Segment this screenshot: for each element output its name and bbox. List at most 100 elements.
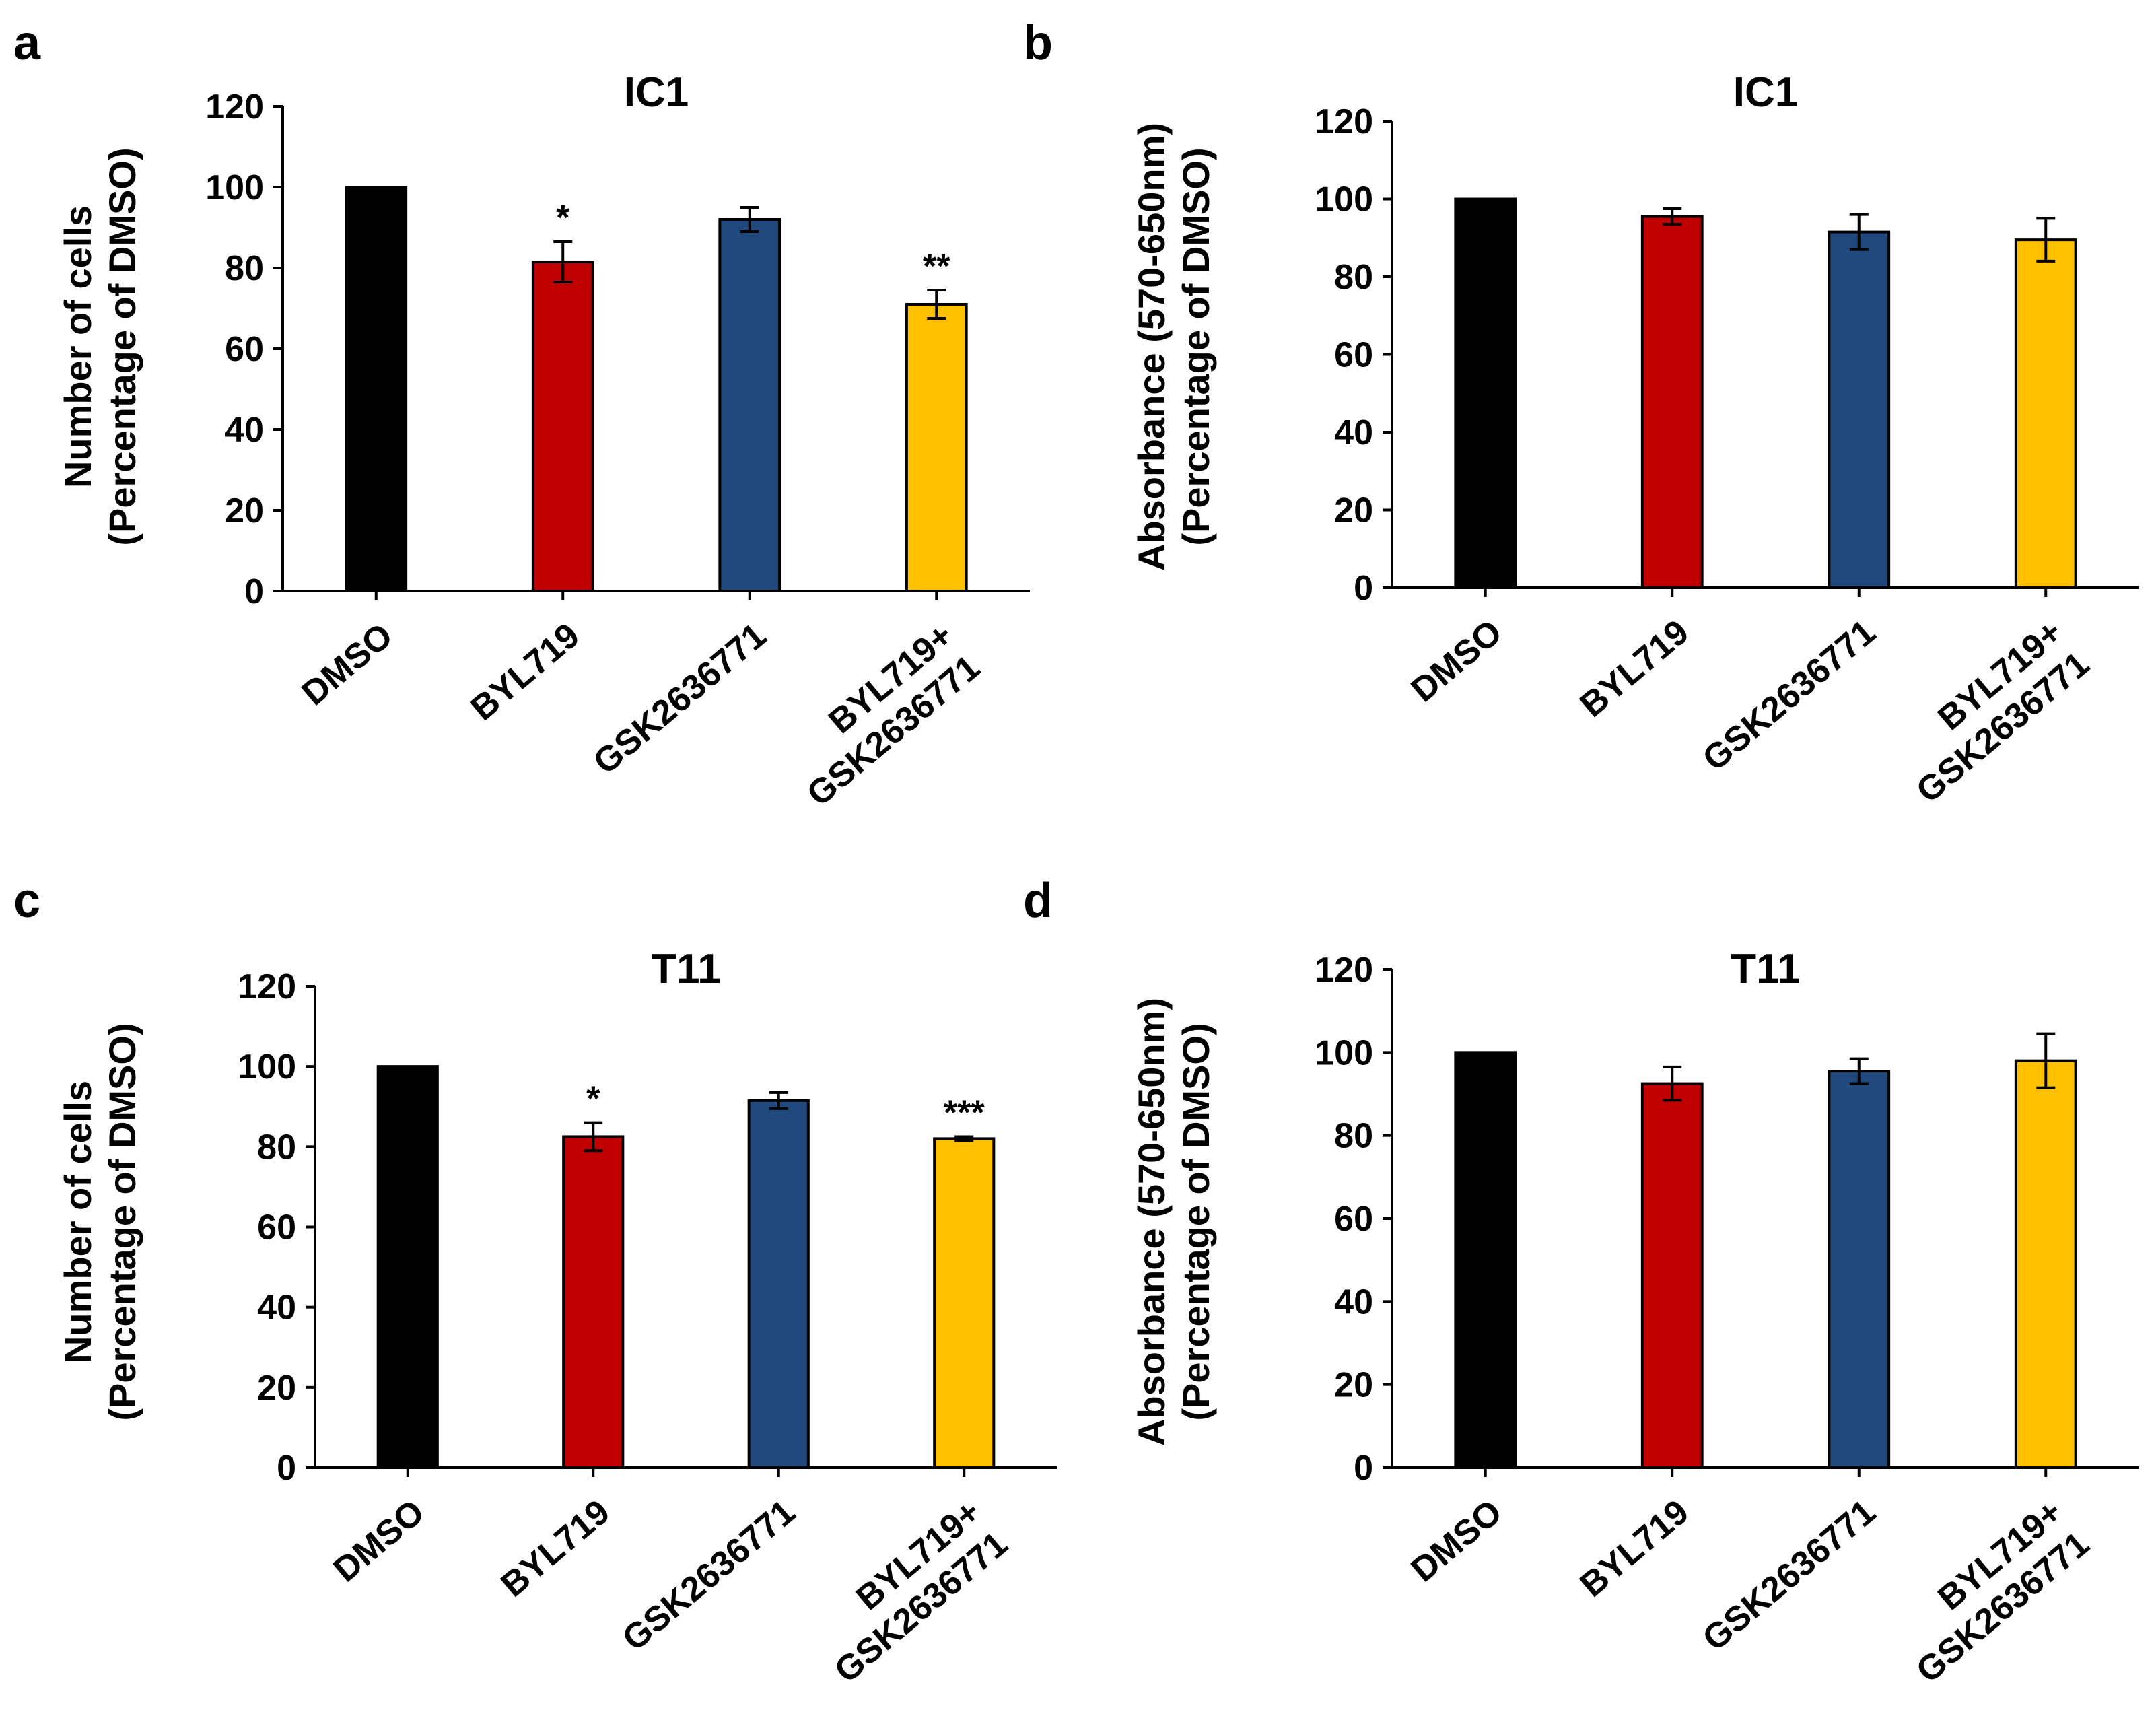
category-label-line: GSK2636771 xyxy=(615,1492,803,1659)
y-tick-label: 80 xyxy=(257,1128,296,1167)
category-label: BYL719 xyxy=(464,616,587,728)
y-tick-label: 100 xyxy=(1315,180,1373,219)
category-label: DMSO xyxy=(1404,1492,1510,1590)
category-label: BYL719+GSK2636771 xyxy=(1882,613,2097,811)
category-label: DMSO xyxy=(295,616,401,714)
bar xyxy=(1454,1051,1517,1470)
y-tick-label: 120 xyxy=(1315,951,1373,990)
category-label: BYL719+GSK2636771 xyxy=(773,616,987,814)
category-label: DMSO xyxy=(1404,613,1510,710)
chart-title: IC1 xyxy=(1733,69,1798,116)
y-tick-label: 100 xyxy=(238,1048,296,1087)
category-label-line: DMSO xyxy=(1404,1492,1510,1590)
category-label-line: BYL719 xyxy=(1573,1492,1696,1605)
bar xyxy=(1454,197,1517,589)
y-tick-label: 80 xyxy=(225,249,264,288)
bar xyxy=(933,1137,996,1469)
chart-title: IC1 xyxy=(624,69,689,116)
y-tick-label: 100 xyxy=(205,168,264,207)
bar xyxy=(562,1135,625,1469)
y-tick-label: 80 xyxy=(1334,1117,1373,1156)
category-label-line: GSK2636771 xyxy=(1696,613,1883,779)
category-label: GSK2636771 xyxy=(1696,613,1883,779)
panel-b: b IC1 Absorbance (570-650nm)(Percentage o… xyxy=(1023,16,2139,811)
y-tick-label: 0 xyxy=(1354,1449,1373,1488)
category-label-line: DMSO xyxy=(326,1492,432,1590)
y-axis-label-line: (Percentage of DMSO) xyxy=(101,1023,143,1420)
bar xyxy=(1640,215,1704,589)
y-axis-label: Absorbance (570-650nm)(Percentage of DMS… xyxy=(1130,998,1217,1446)
y-tick-label: 80 xyxy=(1334,258,1373,297)
y-axis-label-line: Number of cells xyxy=(57,1080,99,1363)
y-tick-label: 60 xyxy=(257,1208,296,1247)
bar xyxy=(531,261,594,592)
panel-a: a IC1 Number of cells(Percentage of DMSO)… xyxy=(13,16,1030,814)
significance-marker: *** xyxy=(944,1093,985,1132)
bar xyxy=(2014,1059,2077,1469)
y-tick-label: 0 xyxy=(277,1449,296,1488)
y-tick-label: 120 xyxy=(238,967,296,1006)
significance-marker: * xyxy=(586,1080,600,1119)
category-label-line: GSK2636771 xyxy=(586,616,774,782)
category-label-line: DMSO xyxy=(1404,613,1510,710)
panel-letter-c: c xyxy=(13,874,40,928)
chart-title: T11 xyxy=(1731,946,1800,992)
y-tick-label: 40 xyxy=(1334,413,1373,452)
y-axis-label-line: Absorbance (570-650nm) xyxy=(1130,998,1173,1446)
y-tick-label: 120 xyxy=(205,88,264,127)
category-label-line: BYL719 xyxy=(1573,613,1696,725)
category-label: BYL719 xyxy=(1573,1492,1696,1605)
y-axis-label-line: Absorbance (570-650nm) xyxy=(1130,123,1173,571)
category-label: GSK2636771 xyxy=(1696,1492,1883,1659)
y-tick-label: 0 xyxy=(244,572,264,611)
y-tick-label: 20 xyxy=(225,491,264,530)
significance-marker: * xyxy=(556,199,570,238)
y-tick-label: 40 xyxy=(257,1289,296,1328)
category-label: BYL719+GSK2636771 xyxy=(1882,1492,2097,1690)
bar xyxy=(1828,230,1891,589)
panel-c: c T11 Number of cells(Percentage of DMSO)… xyxy=(13,874,1057,1690)
category-label-line: BYL719 xyxy=(464,616,587,728)
y-tick-label: 60 xyxy=(1334,1200,1373,1239)
bar xyxy=(905,303,968,592)
category-label-line: BYL719 xyxy=(494,1492,617,1605)
y-axis-label-line: (Percentage of DMSO) xyxy=(101,147,143,545)
panel-letter-a: a xyxy=(13,16,41,70)
chart-title: T11 xyxy=(651,946,720,992)
y-tick-label: 60 xyxy=(225,330,264,369)
y-axis-label: Number of cells(Percentage of DMSO) xyxy=(57,147,143,545)
bar xyxy=(1828,1070,1891,1470)
category-label: GSK2636771 xyxy=(586,616,774,782)
panel-letter-d: d xyxy=(1023,874,1053,928)
y-axis-label-line: Number of cells xyxy=(57,205,99,488)
y-axis-label-line: (Percentage of DMSO) xyxy=(1175,1023,1217,1420)
y-tick-label: 20 xyxy=(1334,491,1373,530)
y-tick-label: 40 xyxy=(1334,1282,1373,1322)
y-tick-label: 120 xyxy=(1315,102,1373,141)
category-label-line: GSK2636771 xyxy=(1696,1492,1883,1659)
y-tick-label: 20 xyxy=(257,1369,296,1408)
y-tick-label: 0 xyxy=(1354,569,1373,608)
category-label-line: DMSO xyxy=(295,616,401,714)
y-axis-label: Number of cells(Percentage of DMSO) xyxy=(57,1023,143,1420)
y-tick-label: 100 xyxy=(1315,1033,1373,1072)
panel-d: d T11 Absorbance (570-650nm)(Percentage o… xyxy=(1023,874,2139,1690)
bar xyxy=(2014,238,2077,589)
y-axis-label: Absorbance (570-650nm)(Percentage of DMS… xyxy=(1130,123,1217,571)
bar xyxy=(1640,1082,1704,1470)
significance-marker: ** xyxy=(923,247,950,286)
bar xyxy=(718,218,781,592)
panel-letter-b: b xyxy=(1023,16,1053,70)
y-tick-label: 60 xyxy=(1334,336,1373,375)
y-tick-label: 40 xyxy=(225,411,264,450)
bar xyxy=(345,186,408,592)
category-label: BYL719 xyxy=(1573,613,1696,725)
y-axis-label-line: (Percentage of DMSO) xyxy=(1175,147,1217,545)
category-label: GSK2636771 xyxy=(615,1492,803,1659)
bar xyxy=(376,1065,439,1469)
y-tick-label: 20 xyxy=(1334,1366,1373,1405)
category-label: DMSO xyxy=(326,1492,432,1590)
category-label: BYL719+GSK2636771 xyxy=(800,1492,1015,1690)
category-label: BYL719 xyxy=(494,1492,617,1605)
